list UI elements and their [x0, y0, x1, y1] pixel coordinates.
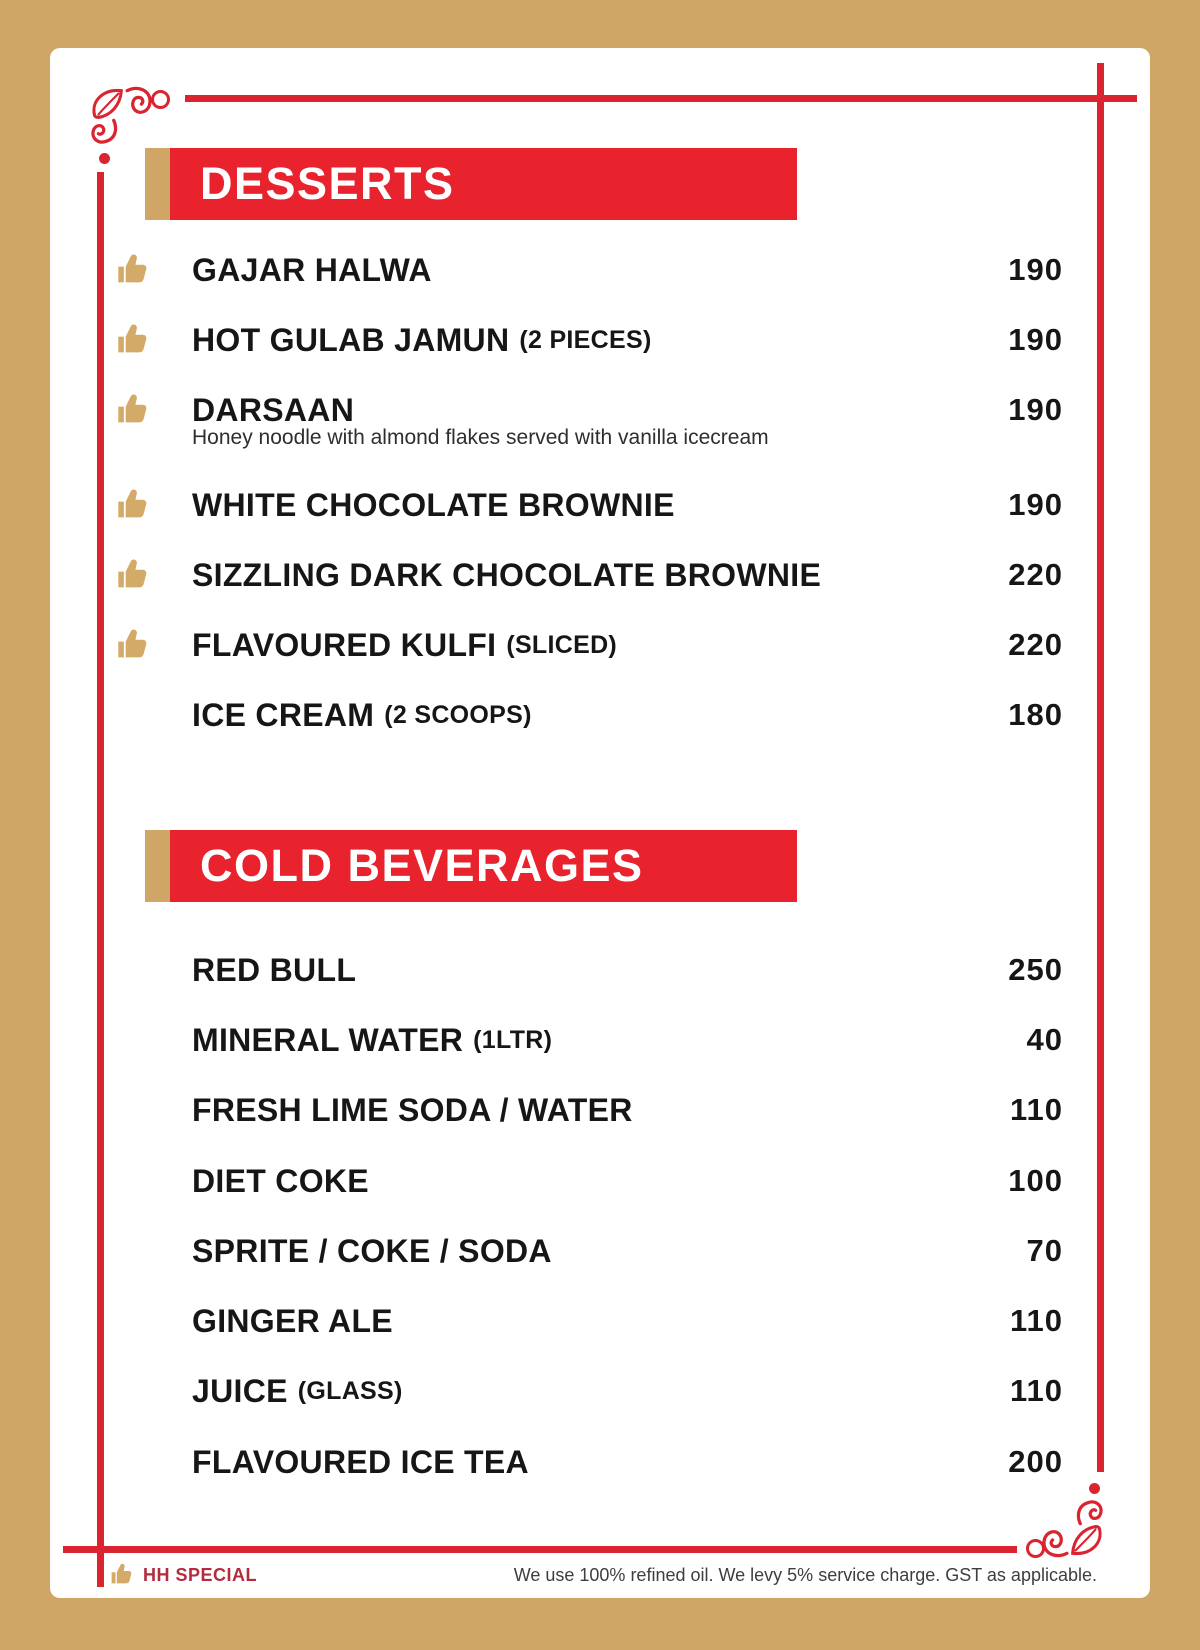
item-price: 110 [1009, 1092, 1063, 1127]
floral-ornament-icon [91, 86, 152, 144]
frame-line-right [1097, 63, 1104, 1472]
hh-special-thumb-icon [116, 322, 192, 359]
menu-item-row: FLAVOURED KULFI (SLICED) 220 [116, 622, 1063, 668]
menu-paper [50, 48, 1150, 1598]
item-name: FRESH LIME SODA / WATER [192, 1091, 633, 1128]
section-title: COLD BEVERAGES [200, 840, 644, 891]
item-price: 190 [1008, 487, 1063, 522]
hh-special-thumb-icon [111, 1563, 132, 1584]
hh-special-thumb-icon [116, 557, 192, 594]
item-price: 180 [1008, 697, 1063, 732]
menu-item-row: FLAVOURED ICE TEA 200 [116, 1439, 1063, 1485]
item-name: DARSAAN [192, 391, 355, 428]
icon-spacer [116, 1092, 192, 1129]
icon-spacer [116, 952, 192, 989]
floral-ornament-icon [1042, 1500, 1103, 1558]
menu-item-row: WHITE CHOCOLATE BROWNIE 190 [116, 482, 1063, 528]
icon-spacer [116, 1373, 192, 1410]
banner-red-strip: COLD BEVERAGES [170, 830, 797, 902]
menu-item-row: DARSAAN 190 [116, 387, 1063, 433]
item-price: 220 [1008, 557, 1063, 592]
item-name: SIZZLING DARK CHOCOLATE BROWNIE [192, 556, 822, 593]
item-name: WHITE CHOCOLATE BROWNIE [192, 486, 675, 523]
section-header-cold-beverages: COLD BEVERAGES [145, 830, 797, 902]
item-name: ICE CREAM [192, 696, 375, 733]
frame-line-bottom [63, 1546, 1017, 1553]
banner-gold-accent [145, 830, 170, 902]
menu-item-row: GINGER ALE 110 [116, 1298, 1063, 1344]
banner-red-strip: DESSERTS [170, 148, 797, 220]
section-header-desserts: DESSERTS [145, 148, 797, 220]
item-price: 190 [1008, 322, 1063, 357]
menu-item-row: FRESH LIME SODA / WATER 110 [116, 1087, 1063, 1133]
section-title: DESSERTS [200, 158, 455, 209]
item-name: FLAVOURED KULFI [192, 626, 497, 663]
item-name: HOT GULAB JAMUN [192, 321, 510, 358]
item-description: Honey noodle with almond flakes served w… [192, 426, 769, 449]
item-qualifier: (SLICED) [506, 630, 618, 659]
icon-spacer [116, 1163, 192, 1200]
hh-special-thumb-icon [116, 627, 192, 664]
icon-spacer [116, 1303, 192, 1340]
item-price: 70 [1026, 1233, 1063, 1268]
menu-item-row: HOT GULAB JAMUN (2 PIECES) 190 [116, 317, 1063, 363]
item-price: 200 [1008, 1444, 1063, 1479]
item-qualifier: (1LTR) [473, 1025, 553, 1054]
menu-item-row: DIET COKE 100 [116, 1158, 1063, 1204]
item-price: 40 [1026, 1022, 1063, 1057]
menu-item-row: SPRITE / COKE / SODA 70 [116, 1228, 1063, 1274]
hh-special-thumb-icon [116, 392, 192, 429]
frame-line-left [97, 172, 104, 1587]
menu-item-row: MINERAL WATER (1LTR) 40 [116, 1017, 1063, 1063]
item-price: 220 [1008, 627, 1063, 662]
item-name: GAJAR HALWA [192, 251, 432, 288]
item-name: SPRITE / COKE / SODA [192, 1232, 552, 1269]
icon-spacer [116, 697, 192, 734]
item-name: FLAVOURED ICE TEA [192, 1443, 529, 1480]
item-qualifier: (2 PIECES) [519, 325, 652, 354]
hh-special-label: HH SPECIAL [143, 1564, 258, 1585]
icon-spacer [116, 1233, 192, 1270]
item-price: 250 [1008, 952, 1063, 987]
menu-item-row: RED BULL 250 [116, 947, 1063, 993]
icon-spacer [116, 1444, 192, 1481]
item-name: RED BULL [192, 951, 357, 988]
ornament-dot [1089, 1483, 1100, 1494]
menu-item-row: ICE CREAM (2 SCOOPS) 180 [116, 692, 1063, 738]
menu-item-row: GAJAR HALWA 190 [116, 247, 1063, 293]
item-price: 110 [1009, 1373, 1063, 1408]
menu-item-row: JUICE (GLASS) 110 [116, 1368, 1063, 1414]
item-name: DIET COKE [192, 1162, 369, 1199]
frame-line-top [185, 95, 1137, 102]
banner-gold-accent [145, 148, 170, 220]
item-name: MINERAL WATER [192, 1021, 464, 1058]
disclaimer-text: We use 100% refined oil. We levy 5% serv… [513, 1565, 1097, 1585]
item-price: 100 [1008, 1163, 1063, 1198]
item-price: 190 [1008, 392, 1063, 427]
hh-special-legend: HH SPECIAL [110, 1560, 257, 1590]
menu-item-row: SIZZLING DARK CHOCOLATE BROWNIE 220 [116, 552, 1063, 598]
item-price: 110 [1009, 1303, 1063, 1338]
item-qualifier: (GLASS) [297, 1376, 403, 1405]
item-price: 190 [1008, 252, 1063, 287]
ornament-dot [1026, 1539, 1045, 1558]
item-qualifier: (2 SCOOPS) [384, 700, 532, 729]
item-name: JUICE [192, 1372, 288, 1409]
item-name: GINGER ALE [192, 1302, 393, 1339]
hh-special-thumb-icon [116, 252, 192, 289]
icon-spacer [116, 1022, 192, 1059]
ornament-dot [99, 153, 110, 164]
ornament-dot [151, 90, 170, 109]
hh-special-thumb-icon [116, 487, 192, 524]
